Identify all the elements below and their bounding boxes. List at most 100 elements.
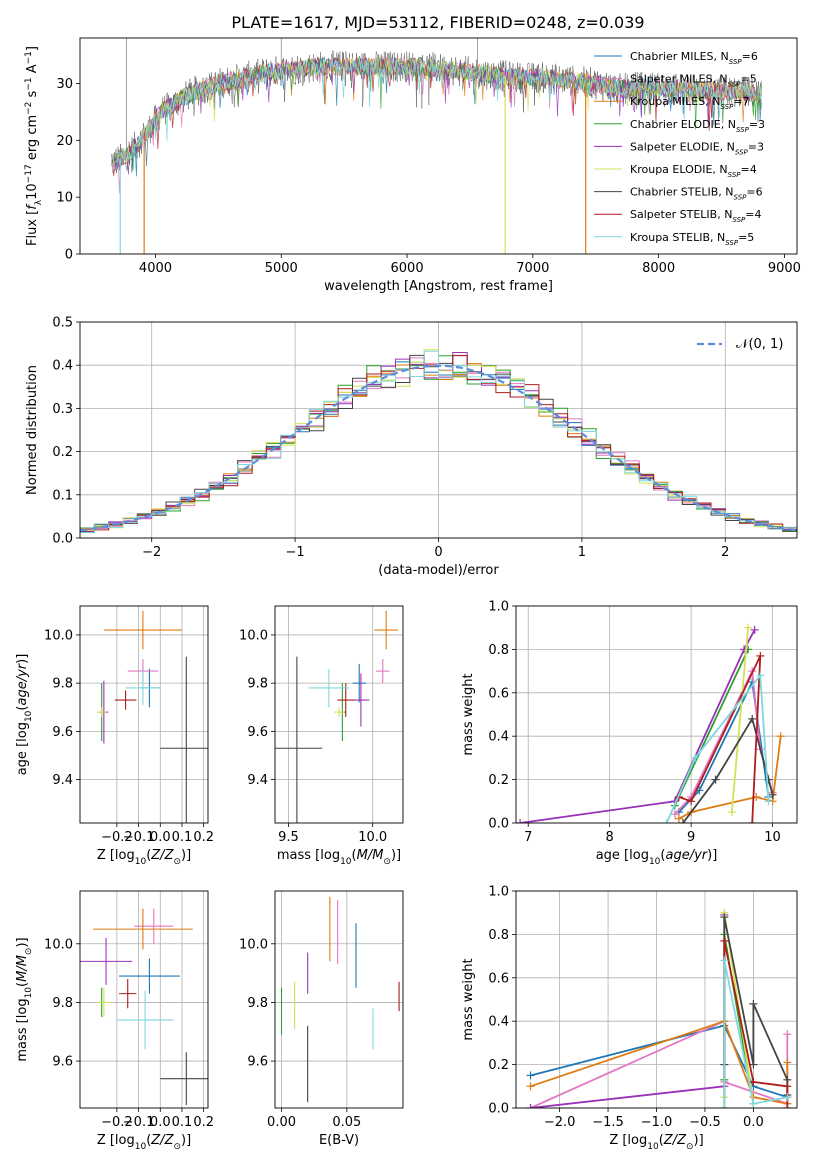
massweight-line-kroupa_stelib: [723, 960, 788, 1108]
y-tick-label: 0.2: [52, 445, 73, 460]
y-tick-label: 10.0: [44, 628, 73, 643]
mass_vs_ebv-plot: [280, 896, 400, 1103]
legend-label: Chabrier ELODIE, NSSP=3: [630, 118, 765, 134]
axes-frame: [79, 37, 798, 255]
x-axis-label: Z [log10(Z/Z⊙)]: [609, 1133, 703, 1152]
y-tick-label: 10.0: [239, 628, 268, 643]
x-tick-label: 0.1: [172, 830, 193, 845]
x-tick-label: 10.0: [358, 830, 387, 845]
y-tick-label: 9.4: [247, 773, 268, 788]
histogram-plot: [80, 349, 797, 534]
y-tick-label: 0.8: [488, 643, 509, 658]
x-tick-label: 4000: [139, 261, 172, 276]
axes-frame: [515, 890, 798, 1109]
x-tick-label: −0.1: [123, 830, 155, 845]
y-tick-label: 10.0: [44, 937, 73, 952]
axes-frame: [79, 321, 798, 539]
y-tick-label: 10.0: [239, 937, 268, 952]
age_vs_Z-axes: −0.2−0.10.0 0.1 0.2 9.4 9.6 9.8 10.0 Z [log10(Z…: [15, 605, 214, 867]
y-axis-label: Flux [fλ10−17 erg cm−2 s−1 A−1]: [24, 46, 44, 246]
massweight_vs_age-plot: [516, 623, 785, 823]
axes-frame: [515, 605, 798, 824]
y-tick-label: 9.8: [52, 677, 73, 692]
massweight-line-chabrier_miles: [530, 1024, 788, 1099]
x-axis-label: age [log10(age/yr)]: [596, 848, 718, 867]
spectrum-plot: [111, 38, 762, 254]
age_vs_mass-plot: [275, 610, 398, 823]
y-tick-label: 20: [56, 134, 73, 149]
x-tick-label: 6000: [391, 261, 424, 276]
x-tick-label: −1: [286, 545, 305, 560]
x-axis-label: Z [log10(Z/Z⊙)]: [97, 1133, 191, 1152]
y-tick-label: 30: [56, 77, 73, 92]
x-tick-label: 8000: [642, 261, 675, 276]
y-tick-label: 0.2: [488, 1058, 509, 1073]
y-tick-label: 0.8: [488, 928, 509, 943]
massweight_vs_Z-axes: −2.0 −1.5 −1.0 −0.5 0.0 0.0 0.2 0.4 0.6 0.8 1.0 Z […: [461, 885, 798, 1152]
figure-title: PLATE=1617, MJD=53112, FIBERID=0248, z=0…: [231, 13, 644, 32]
x-tick-label: −1.0: [641, 1115, 673, 1130]
spectrum-axes: 4000 5000 6000 7000 8000 9000 0 10 20 30 wavelengt…: [24, 37, 801, 294]
y-tick-label: 0.0: [488, 817, 509, 832]
y-tick-label: 0.6: [488, 686, 509, 701]
y-tick-label: 0.4: [52, 359, 73, 374]
y-tick-label: 0.0: [488, 1102, 509, 1117]
mass_vs_Z-axes: −0.2−0.10.0 0.1 0.2 9.6 9.8 10.0 Z [log10(Z/Z⊙…: [15, 890, 214, 1152]
axes-frame: [274, 890, 404, 1109]
spectrum-line-kroupa_stelib: [111, 57, 762, 170]
y-tick-label: 9.8: [52, 996, 73, 1011]
axes-frame: [79, 605, 209, 824]
y-tick-label: 0.2: [488, 773, 509, 788]
axes-frame: [274, 605, 404, 824]
x-tick-label: −0.2: [101, 830, 133, 845]
legend-label: Chabrier STELIB, NSSP=6: [630, 186, 763, 202]
y-tick-label: 9.8: [247, 996, 268, 1011]
massweight-line-chabrier_elodie: [673, 649, 749, 806]
x-tick-label: 8: [606, 830, 614, 845]
massweight_vs_Z-plot: [526, 908, 792, 1108]
massweight-line-salpeter_stelib: [678, 655, 762, 823]
y-tick-label: 1.0: [488, 600, 509, 615]
x-axis-label: E(B-V): [319, 1133, 359, 1148]
legend-label: Salpeter ELODIE, NSSP=3: [630, 140, 764, 156]
age_vs_Z-plot: [97, 610, 208, 823]
massweight-line-salpeter_elodie: [519, 629, 756, 823]
x-tick-label: −0.1: [123, 1115, 155, 1130]
x-tick-label: 0.00: [267, 1115, 296, 1130]
massweight-line-kroupa_elodie: [730, 627, 749, 813]
legend-label: Chabrier MILES, NSSP=6: [630, 50, 758, 66]
x-tick-label: −0.2: [101, 1115, 133, 1130]
x-tick-label: −1.5: [592, 1115, 624, 1130]
x-tick-label: 9.5: [278, 830, 299, 845]
x-tick-label: 0: [434, 545, 442, 560]
massweight_vs_age-axes: 7 8 9 10 0.0 0.2 0.4 0.6 0.8 1.0 age [log10(age/yr…: [461, 600, 798, 867]
y-tick-label: 0.6: [488, 971, 509, 986]
x-tick-label: 9000: [768, 261, 801, 276]
x-tick-label: 0.2: [193, 830, 214, 845]
mass_vs_Z-plot: [80, 908, 208, 1106]
legend-label: Salpeter STELIB, NSSP=4: [630, 208, 762, 224]
x-axis-label: mass [log10(M/M⊙)]: [277, 848, 401, 867]
y-tick-label: 1.0: [488, 885, 509, 900]
x-tick-label: −0.5: [689, 1115, 721, 1130]
legend-label: Kroupa MILES, NSSP=7: [630, 95, 750, 111]
y-tick-label: 9.6: [52, 1055, 73, 1070]
mass_vs_ebv-axes: 0.00 0.05 9.6 9.8 10.0 E(B-V): [239, 890, 404, 1148]
massweight-line-kroupa_stelib: [665, 673, 770, 823]
residuals-axes: −2 −1 0 1 2 0.0 0.1 0.2 0.3 0.4 0.5 (data-model)/er…: [25, 316, 798, 578]
y-axis-label: mass [log10(M/M⊙)]: [15, 937, 34, 1061]
x-tick-label: −2.0: [544, 1115, 576, 1130]
y-tick-label: 0.4: [488, 730, 509, 745]
y-tick-label: 0.1: [52, 488, 73, 503]
spectrum-legend: Chabrier MILES, NSSP=6 Salpeter MILES, NS…: [594, 50, 765, 247]
y-tick-label: 9.8: [247, 677, 268, 692]
y-tick-label: 0.4: [488, 1015, 509, 1030]
y-axis-label: mass weight: [461, 673, 476, 755]
y-axis-label: age [log10(age/yr)]: [15, 654, 34, 776]
y-tick-label: 0.3: [52, 402, 73, 417]
normal-curve: [80, 364, 797, 532]
x-tick-label: 9: [687, 830, 695, 845]
y-tick-label: 10: [56, 191, 73, 206]
y-tick-label: 0.0: [52, 532, 73, 547]
